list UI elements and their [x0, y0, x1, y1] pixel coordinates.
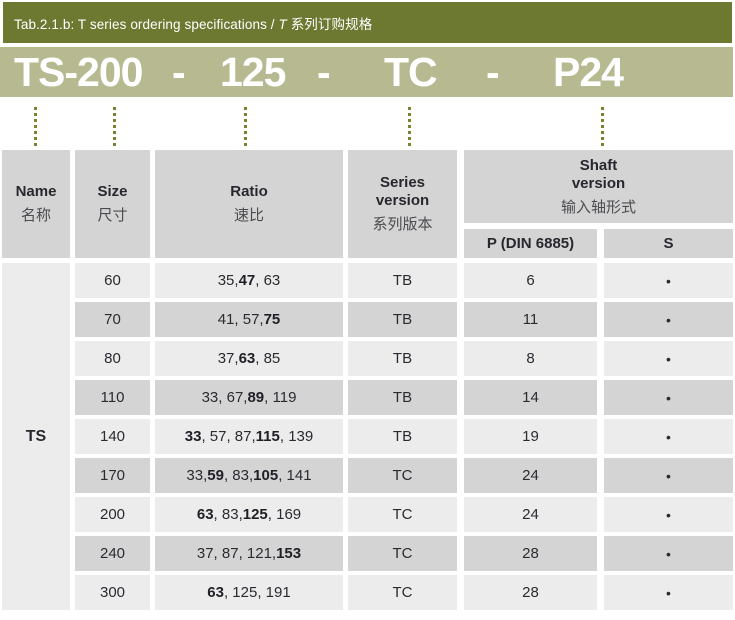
- size-cell: 200: [75, 497, 150, 532]
- ratio-cell: 37, 63, 85: [155, 341, 343, 376]
- series-cell: TC: [348, 575, 457, 610]
- size-cell: 240: [75, 536, 150, 571]
- size-cell: 60: [75, 263, 150, 298]
- col-header-ratio: Ratio 速比: [155, 150, 343, 258]
- size-cell: 140: [75, 419, 150, 454]
- ratio-cell: 33, 57, 87, 115, 139: [155, 419, 343, 454]
- series-cell: TB: [348, 263, 457, 298]
- p-cell: 24: [464, 497, 597, 532]
- ratio-cell: 33, 59, 83, 105, 141: [155, 458, 343, 493]
- order-code-bar: TS-200-125- TC - P24: [0, 47, 733, 97]
- series-cell: TB: [348, 419, 457, 454]
- order-code-segment: -: [486, 49, 500, 95]
- dotted-connector-line: [601, 107, 604, 148]
- s-cell: •: [604, 419, 733, 454]
- order-code-segment: P24: [553, 49, 624, 95]
- col-header-series-zh: 系列版本: [372, 216, 433, 233]
- col-header-name-en: Name: [15, 183, 57, 200]
- col-header-size-en: Size: [97, 183, 128, 200]
- ratio-cell: 41, 57, 75: [155, 302, 343, 337]
- size-cell: 70: [75, 302, 150, 337]
- order-code-segment: -: [172, 49, 186, 95]
- p-cell: 28: [464, 575, 597, 610]
- order-code-segment: 125: [220, 49, 286, 95]
- col-header-shaft-version: Shaft version 输入轴形式: [464, 150, 733, 223]
- dotted-connector-line: [244, 107, 247, 148]
- p-cell: 8: [464, 341, 597, 376]
- p-cell: 11: [464, 302, 597, 337]
- order-code-segment: -: [317, 49, 331, 95]
- size-cell: 300: [75, 575, 150, 610]
- col-header-ratio-zh: 速比: [233, 207, 264, 224]
- p-cell: 19: [464, 419, 597, 454]
- s-cell: •: [604, 341, 733, 376]
- p-cell: 14: [464, 380, 597, 415]
- s-cell: •: [604, 536, 733, 571]
- col-header-size-zh: 尺寸: [97, 207, 128, 224]
- table-caption-bar: Tab.2.1.b: T series ordering specificati…: [3, 2, 732, 43]
- col-header-name-zh: 名称: [20, 207, 51, 224]
- ratio-cell: 63, 125, 191: [155, 575, 343, 610]
- s-cell: •: [604, 380, 733, 415]
- size-cell: 110: [75, 380, 150, 415]
- dotted-connector-line: [408, 107, 411, 148]
- subcol-header-s: S: [604, 229, 733, 258]
- col-header-shaft-en: Shaft version: [571, 156, 626, 192]
- subcol-header-p-din6885: P (DIN 6885): [464, 229, 597, 258]
- col-header-name: Name 名称: [2, 150, 70, 258]
- name-cell-ts: TS: [2, 263, 70, 610]
- dotted-connector-line: [113, 107, 116, 148]
- series-cell: TB: [348, 380, 457, 415]
- p-cell: 6: [464, 263, 597, 298]
- ratio-cell: 37, 87, 121, 153: [155, 536, 343, 571]
- order-code-segment: TC: [384, 49, 438, 95]
- ratio-cell: 35, 47, 63: [155, 263, 343, 298]
- col-header-ratio-en: Ratio: [230, 183, 268, 200]
- s-cell: •: [604, 263, 733, 298]
- col-header-series-version: Series version 系列版本: [348, 150, 457, 258]
- series-cell: TC: [348, 458, 457, 493]
- table-caption-text: Tab.2.1.b: T series ordering specificati…: [14, 16, 373, 32]
- size-cell: 170: [75, 458, 150, 493]
- series-cell: TB: [348, 341, 457, 376]
- s-cell: •: [604, 458, 733, 493]
- s-cell: •: [604, 302, 733, 337]
- size-cell: 80: [75, 341, 150, 376]
- series-cell: TC: [348, 497, 457, 532]
- ratio-cell: 33, 67, 89, 119: [155, 380, 343, 415]
- dotted-connector-line: [34, 107, 37, 148]
- col-header-size: Size 尺寸: [75, 150, 150, 258]
- col-header-series-en: Series version: [375, 174, 430, 209]
- p-cell: 28: [464, 536, 597, 571]
- series-cell: TB: [348, 302, 457, 337]
- col-header-shaft-zh: 输入轴形式: [560, 198, 636, 216]
- p-cell: 24: [464, 458, 597, 493]
- s-cell: •: [604, 575, 733, 610]
- series-cell: TC: [348, 536, 457, 571]
- order-code-segment: TS-200: [14, 49, 143, 95]
- ratio-cell: 63, 83, 125, 169: [155, 497, 343, 532]
- s-cell: •: [604, 497, 733, 532]
